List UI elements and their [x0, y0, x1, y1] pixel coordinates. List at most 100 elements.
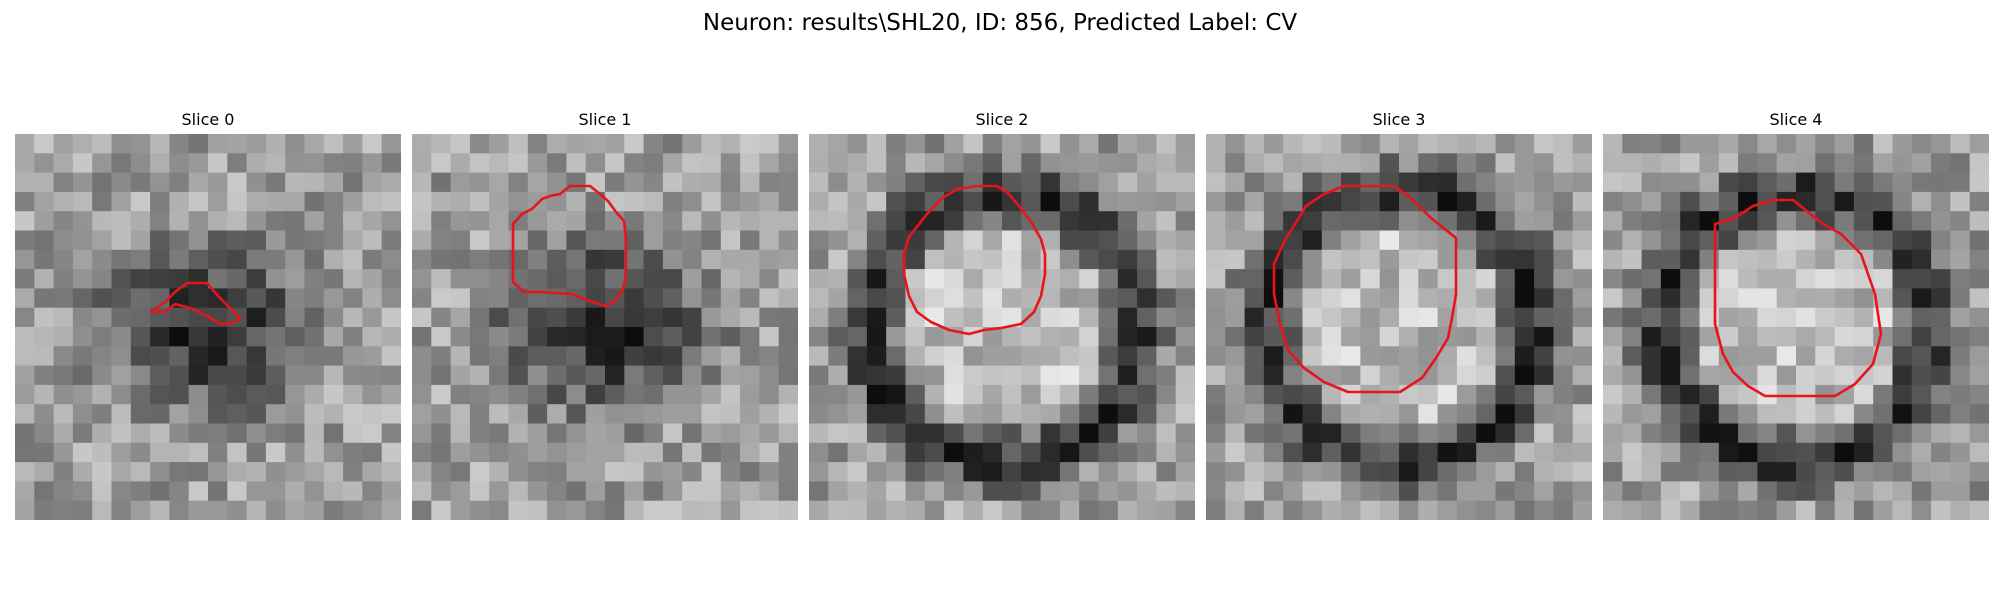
pixel-cell	[1206, 191, 1226, 212]
pixel-cell	[1418, 269, 1439, 289]
pixel-cell	[381, 365, 401, 386]
pixel-cell	[1892, 500, 1913, 520]
pixel-cell	[1263, 423, 1284, 444]
pixel-cell	[1137, 423, 1157, 444]
pixel-cell	[1796, 307, 1816, 328]
pixel-cell	[759, 288, 780, 309]
pixel-cell	[1456, 249, 1477, 270]
pixel-cell	[169, 307, 190, 328]
slice-image	[1206, 134, 1592, 520]
pixel-cell	[566, 269, 587, 289]
pixel-cell	[944, 134, 964, 154]
pixel-cell	[1603, 442, 1623, 463]
pixel-cell	[1098, 365, 1119, 386]
pixel-cell	[1622, 211, 1643, 232]
pixel-cell	[1603, 384, 1623, 405]
pixel-cell	[72, 346, 93, 367]
pixel-cell	[828, 172, 849, 193]
pixel-cell	[1815, 500, 1836, 520]
pixel-cell	[1476, 327, 1497, 347]
pixel-cell	[1040, 307, 1061, 328]
pixel-cell	[643, 211, 664, 232]
pixel-cell	[469, 404, 490, 425]
pixel-cell	[1476, 288, 1497, 309]
pixel-cell	[246, 500, 267, 520]
pixel-cell	[1437, 404, 1458, 425]
pixel-cell	[188, 462, 209, 482]
pixel-cell	[886, 481, 907, 502]
pixel-cell	[1137, 134, 1157, 154]
pixel-cell	[1379, 191, 1400, 212]
pixel-cell	[34, 153, 55, 174]
pixel-cell	[963, 423, 984, 444]
pixel-cell	[362, 346, 383, 367]
pixel-cell	[1379, 327, 1400, 347]
pixel-cell	[1680, 404, 1701, 425]
pixel-cell	[227, 442, 248, 463]
pixel-cell	[265, 404, 286, 425]
pixel-cell	[886, 404, 907, 425]
pixel-cell	[701, 288, 722, 309]
pixel-cell	[188, 442, 209, 463]
pixel-cell	[1699, 230, 1720, 251]
pixel-cell	[624, 327, 645, 347]
pixel-cell	[1098, 500, 1119, 520]
pixel-cell	[1738, 269, 1758, 289]
pixel-cell	[1931, 153, 1951, 174]
pixel-cell	[323, 134, 344, 154]
pixel-cell	[1360, 500, 1381, 520]
pixel-cell	[1969, 269, 1989, 289]
pixel-cell	[809, 365, 829, 386]
pixel-cell	[778, 191, 798, 212]
pixel-cell	[323, 211, 344, 232]
pixel-cell	[1302, 423, 1323, 444]
pixel-cell	[1514, 153, 1535, 174]
pixel-cell	[1456, 423, 1477, 444]
pixel-cell	[469, 481, 490, 502]
pixel-cell	[963, 346, 984, 367]
pixel-cell	[1244, 327, 1265, 347]
pixel-cell	[944, 404, 964, 425]
pixel-cell	[1206, 462, 1226, 482]
pixel-cell	[72, 134, 93, 154]
pixel-cell	[1931, 442, 1951, 463]
pixel-cell	[489, 307, 510, 328]
pixel-cell	[285, 191, 306, 212]
pixel-cell	[1437, 269, 1458, 289]
pixel-cell	[489, 134, 510, 154]
pixel-cell	[285, 211, 306, 232]
pixel-cell	[92, 481, 113, 502]
pixel-cell	[1680, 288, 1701, 309]
pixel-cell	[1175, 249, 1195, 270]
pixel-cell	[547, 462, 567, 482]
pixel-cell	[1834, 462, 1855, 482]
pixel-cell	[469, 211, 490, 232]
pixel-cell	[15, 134, 35, 154]
pixel-cell	[720, 249, 741, 270]
pixel-cell	[1699, 423, 1720, 444]
pixel-cell	[643, 230, 664, 251]
pixel-cell	[1225, 153, 1246, 174]
pixel-cell	[1660, 211, 1681, 232]
pixel-cell	[740, 384, 760, 405]
pixel-cell	[265, 423, 286, 444]
pixel-cell	[1911, 365, 1932, 386]
pixel-cell	[1156, 384, 1177, 405]
pixel-cell	[1834, 172, 1855, 193]
pixel-cell	[227, 423, 248, 444]
pixel-cell	[323, 384, 344, 405]
pixel-cell	[701, 442, 722, 463]
pixel-cell	[1931, 327, 1951, 347]
pixel-cell	[759, 462, 780, 482]
pixel-cell	[886, 500, 907, 520]
pixel-cell	[304, 462, 325, 482]
pixel-cell	[362, 307, 383, 328]
pixel-cell	[1137, 307, 1157, 328]
pixel-cell	[1892, 462, 1913, 482]
pixel-cell	[508, 307, 529, 328]
pixel-cell	[1040, 288, 1061, 309]
pixel-cell	[547, 230, 567, 251]
pixel-cell	[1263, 462, 1284, 482]
pixel-cell	[828, 153, 849, 174]
pixel-cell	[1911, 404, 1932, 425]
